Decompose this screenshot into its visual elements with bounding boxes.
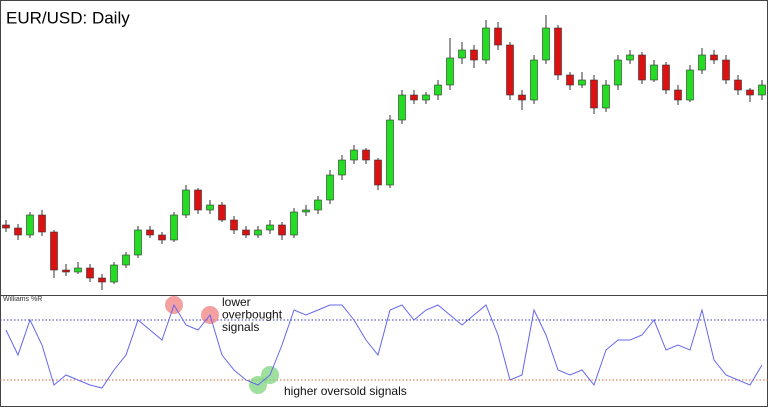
candle-body (758, 84, 766, 96)
candle-body (746, 89, 754, 96)
candle-body (110, 264, 118, 283)
candle-body (626, 54, 634, 61)
candle-body (566, 74, 574, 86)
candle-body (422, 94, 430, 101)
candle-body (242, 229, 250, 236)
candle-body (518, 94, 526, 101)
candle-body (314, 199, 322, 211)
candle-body (26, 214, 34, 236)
candle-body (470, 49, 478, 61)
annotation: signals (222, 320, 259, 334)
candle-body (98, 277, 106, 283)
candle-body (278, 224, 286, 236)
candle-body (62, 269, 70, 273)
candle-body (170, 214, 178, 241)
candle-body (302, 209, 310, 213)
candle-body (482, 27, 490, 61)
candle-body (542, 27, 550, 61)
candle-body (578, 79, 586, 86)
candle-body (38, 214, 46, 233)
candle-body (230, 219, 238, 231)
candle-body (494, 27, 502, 46)
candle-body (350, 149, 358, 161)
candle-body (650, 64, 658, 81)
candle-body (602, 84, 610, 109)
candle-body (722, 59, 730, 81)
candle-body (554, 27, 562, 76)
annotation: higher oversold signals (284, 384, 407, 398)
candle-body (290, 211, 298, 236)
candle-body (254, 229, 262, 236)
candle-body (386, 119, 394, 186)
candle-body (218, 204, 226, 221)
candle-body (530, 59, 538, 101)
candle-body (374, 159, 382, 186)
candle-body (698, 54, 706, 71)
candle-body (434, 84, 442, 96)
candle-body (182, 189, 190, 216)
candle-body (14, 227, 22, 236)
candle-body (194, 189, 202, 211)
candle-body (206, 204, 214, 211)
candle-body (2, 224, 10, 229)
candle-body (146, 229, 154, 236)
candle-body (638, 54, 646, 81)
annotation: overbought (222, 308, 283, 322)
candle-body (362, 149, 370, 161)
indicator-line (5, 303, 763, 389)
candle-body (74, 267, 82, 273)
candle-body (590, 79, 598, 109)
candle-body (122, 254, 130, 266)
candle-body (446, 57, 454, 86)
candle-body (458, 49, 466, 59)
candle-body (734, 79, 742, 91)
candle-body (338, 159, 346, 176)
candle-body (674, 89, 682, 101)
chart-title: EUR/USD: Daily (6, 8, 130, 27)
candle-body (662, 64, 670, 91)
candle-body (686, 69, 694, 101)
candle-body (158, 234, 166, 241)
candle-body (134, 229, 142, 256)
candle-body (506, 44, 514, 96)
candle-body (398, 94, 406, 121)
annotation: lower (222, 295, 251, 309)
candle-body (266, 224, 274, 231)
candle-body (710, 54, 718, 61)
candle-body (614, 59, 622, 86)
candle-body (326, 174, 334, 201)
candle-body (410, 94, 418, 101)
candle-body (86, 267, 94, 279)
candle-body (50, 231, 58, 271)
indicator-title: Williams %R (3, 296, 42, 303)
